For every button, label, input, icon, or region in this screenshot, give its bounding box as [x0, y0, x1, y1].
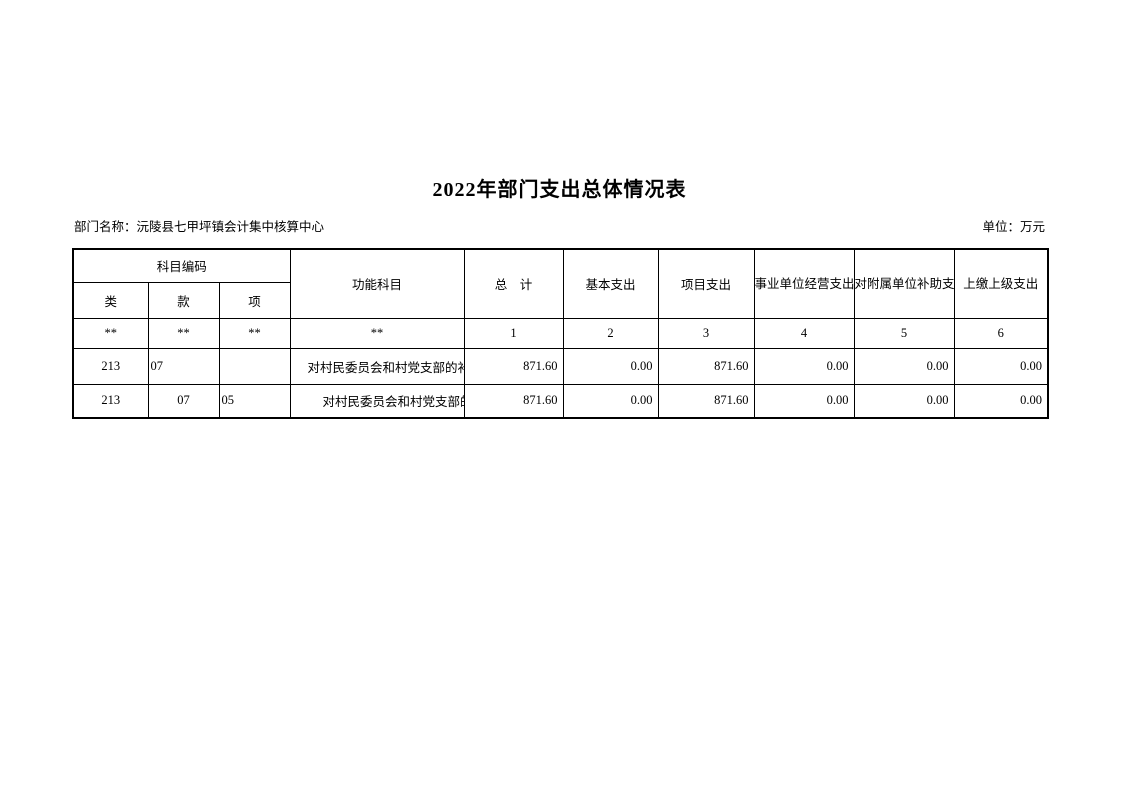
cell-superior: 0.00 [953, 347, 1049, 385]
cell-subsidy: 0.00 [853, 347, 955, 385]
cell-functional-subject: 对村民委员会和村党支部的补助 [289, 347, 465, 385]
header-col-class: 类 [72, 281, 149, 319]
unit-label: 单位：万元 [982, 220, 1045, 234]
cell-total: 871.60 [463, 347, 564, 385]
cell-kuan-code: 07 [147, 347, 220, 385]
header-total: 总 计 [463, 248, 564, 319]
header-basic-expenditure: 基本支出 [562, 248, 659, 319]
subtitle-row: 部门名称：沅陵县七甲坪镇会计集中核算中心 单位：万元 [72, 221, 1047, 234]
marker-cell-col4: 4 [753, 317, 855, 349]
marker-cell-functional: ** [289, 317, 465, 349]
data-row-2: 213 07 05 对村民委员会和村党支部的补助 871.60 0.00 871… [72, 383, 1049, 419]
cell-basic: 0.00 [562, 347, 659, 385]
header-row-2: 类 款 项 [72, 281, 1048, 319]
header-subsidy-to-affiliates: 对附属单位补助支出 [853, 248, 955, 319]
cell-operating: 0.00 [753, 347, 855, 385]
marker-cell-col6: 6 [953, 317, 1049, 349]
cell-xiang-code: 05 [218, 383, 291, 419]
cell-class-code: 213 [72, 383, 149, 419]
marker-cell-col5: 5 [853, 317, 955, 349]
cell-operating: 0.00 [753, 383, 855, 419]
cell-project: 871.60 [657, 383, 755, 419]
column-marker-row: ** ** ** ** 1 2 3 4 5 6 [72, 317, 1049, 349]
cell-class-code: 213 [72, 347, 149, 385]
expenditure-table: 科目编码 功能科目 总 计 基本支出 项目支出 事业单位经营支出 对附属单位补助… [72, 248, 1049, 419]
marker-cell-class: ** [72, 317, 149, 349]
cell-xiang-code [218, 347, 291, 385]
department-name-label: 部门名称：沅陵县七甲坪镇会计集中核算中心 [74, 220, 325, 234]
cell-superior: 0.00 [953, 383, 1049, 419]
marker-cell-col2: 2 [562, 317, 659, 349]
marker-cell-kuan: ** [147, 317, 220, 349]
marker-cell-col1: 1 [463, 317, 564, 349]
header-functional-subject: 功能科目 [289, 248, 465, 319]
page-title: 2022年部门支出总体情况表 [432, 179, 687, 201]
header-operating-expenditure: 事业单位经营支出 [753, 248, 855, 319]
cell-subsidy: 0.00 [853, 383, 955, 419]
marker-cell-xiang: ** [218, 317, 291, 349]
cell-basic: 0.00 [562, 383, 659, 419]
header-project-expenditure: 项目支出 [657, 248, 755, 319]
cell-project: 871.60 [657, 347, 755, 385]
data-row-1: 213 07 对村民委员会和村党支部的补助 871.60 0.00 871.60… [72, 347, 1049, 385]
document-page: 2022年部门支出总体情况表 部门名称：沅陵县七甲坪镇会计集中核算中心 单位：万… [72, 0, 1049, 419]
header-turnover-to-superior: 上缴上级支出 [953, 248, 1049, 319]
header-col-xiang: 项 [218, 281, 291, 319]
marker-cell-col3: 3 [657, 317, 755, 349]
cell-total: 871.60 [463, 383, 564, 419]
cell-functional-subject: 对村民委员会和村党支部的补助 [289, 383, 465, 419]
header-row-1: 科目编码 功能科目 总 计 基本支出 项目支出 事业单位经营支出 对附属单位补助… [72, 248, 1049, 319]
cell-kuan-code: 07 [147, 383, 220, 419]
header-col-kuan: 款 [147, 281, 220, 319]
header-subject-code-group: 科目编码 [72, 248, 291, 283]
